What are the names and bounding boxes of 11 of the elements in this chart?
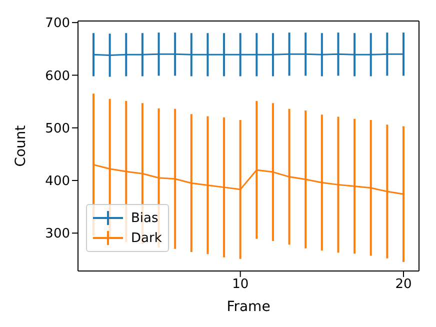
legend-label: Bias <box>131 210 158 226</box>
x-tick-label: 10 <box>232 277 249 292</box>
y-tick-label: 300 <box>45 226 70 242</box>
y-tick-label: 400 <box>45 174 70 190</box>
y-tick-label: 500 <box>45 121 70 136</box>
y-axis-title: Count <box>12 124 29 167</box>
x-tick-label: 20 <box>395 277 412 292</box>
y-tick-label: 600 <box>45 68 70 84</box>
y-tick-label: 700 <box>45 16 70 32</box>
legend-label: Dark <box>131 230 162 246</box>
x-axis-title: Frame <box>226 299 270 315</box>
